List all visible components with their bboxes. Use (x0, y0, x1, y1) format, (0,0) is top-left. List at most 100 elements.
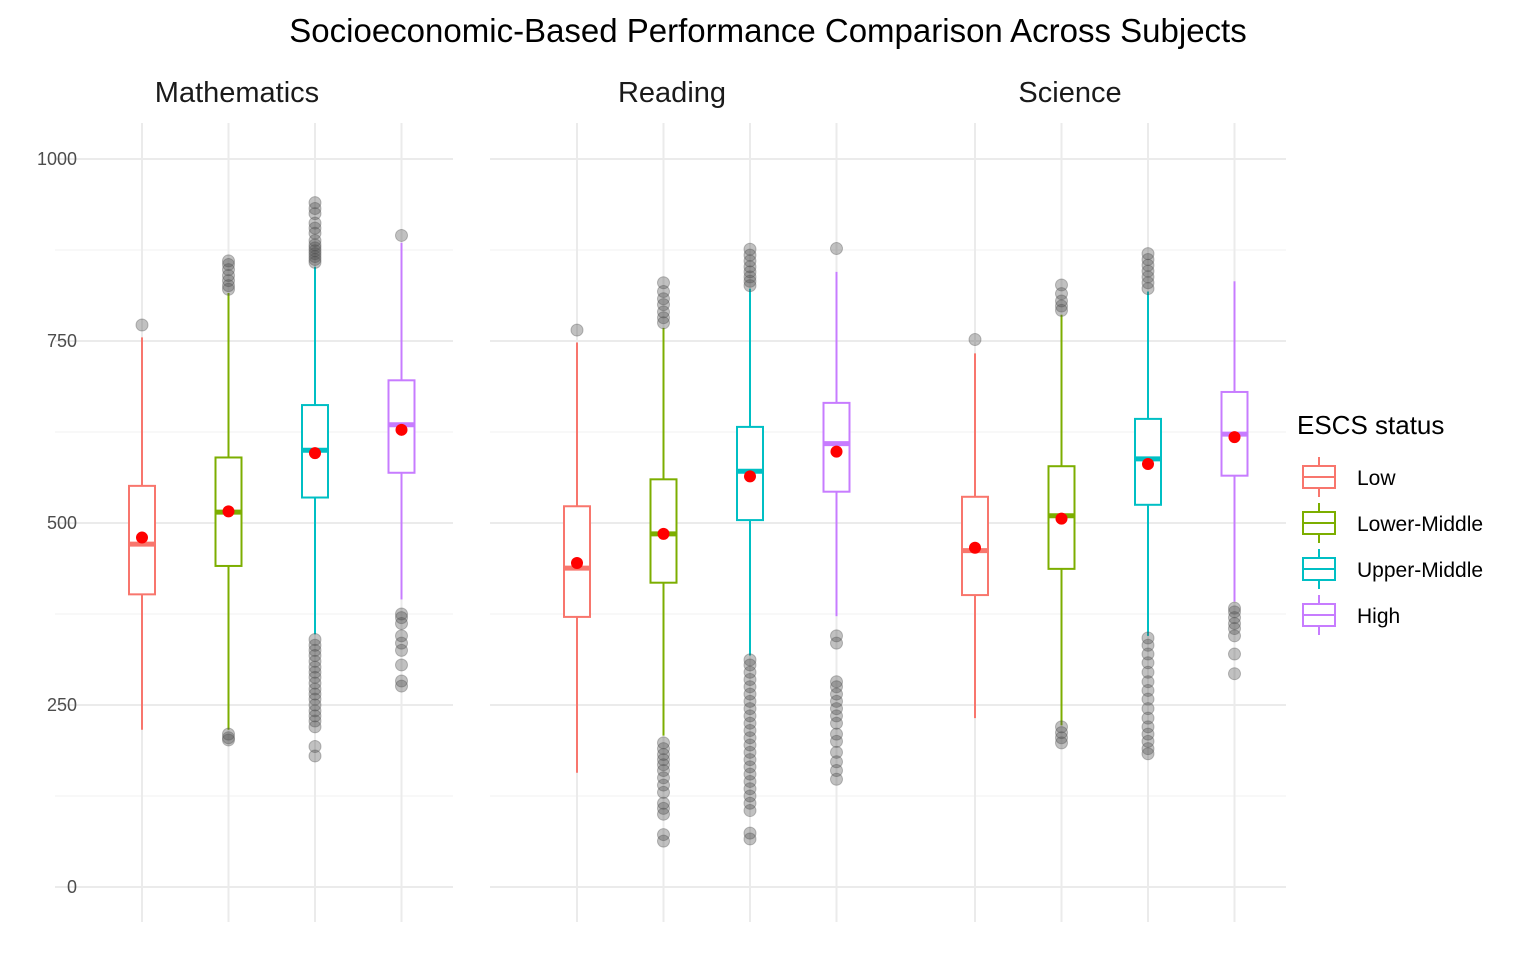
legend-entry-low: Low (1302, 457, 1396, 497)
outlier-point (1141, 282, 1155, 296)
outlier-point (308, 714, 322, 728)
outlier-point (743, 796, 757, 810)
mean-point (571, 557, 583, 570)
outlier-point (395, 643, 408, 657)
outlier-point (308, 739, 322, 753)
outlier-point (222, 731, 235, 745)
outlier-point (1141, 631, 1155, 645)
outlier-point (308, 226, 322, 240)
outlier-point (395, 674, 408, 688)
outlier-point (1055, 294, 1068, 308)
outlier-point (308, 654, 322, 668)
outlier-point (743, 760, 757, 774)
outlier-point (657, 305, 670, 319)
mean-point (222, 505, 235, 518)
outlier-point (308, 648, 322, 662)
outlier-point (657, 801, 670, 815)
outlier-point (830, 764, 843, 778)
outlier-point (308, 687, 322, 701)
outlier-point (1228, 622, 1241, 636)
outlier-point (1228, 629, 1241, 643)
mean-point (969, 541, 981, 554)
outlier-point (308, 638, 322, 652)
outlier-point (830, 716, 843, 730)
boxplot-upper-middle (736, 242, 764, 846)
outlier-point (395, 658, 408, 672)
outlier-point (1228, 616, 1241, 630)
y-tick-label: 500 (47, 513, 77, 533)
boxplot-high (1220, 281, 1249, 681)
outlier-point (308, 244, 322, 258)
boxplot-low (128, 318, 156, 730)
outlier-point (308, 660, 322, 674)
outlier-point (830, 629, 843, 643)
outlier-point (743, 738, 757, 752)
y-tick-label: 250 (47, 695, 77, 715)
outlier-point (830, 755, 843, 769)
outlier-point (1141, 270, 1155, 284)
y-axis: 0 250 500 750 1000 (37, 149, 77, 897)
outlier-point (657, 834, 670, 848)
outlier-point (395, 616, 408, 630)
outlier-point (830, 680, 843, 694)
outlier-point (308, 207, 322, 221)
outlier-point (395, 629, 408, 643)
mean-point (744, 470, 756, 483)
outlier-point (308, 643, 322, 657)
outlier-point (1141, 638, 1155, 652)
box (961, 495, 989, 597)
outlier-point (657, 276, 670, 290)
outlier-point (830, 694, 843, 708)
outlier-point (830, 772, 843, 786)
outlier-point (222, 282, 235, 296)
facet-strip-label: Reading (618, 77, 726, 109)
outlier-point (657, 778, 670, 792)
outlier-point (743, 658, 757, 672)
boxplot-lower-middle (1047, 278, 1076, 750)
mean-point (395, 423, 408, 436)
outlier-point (1228, 605, 1241, 619)
outlier-point (743, 716, 757, 730)
outlier-point (308, 682, 322, 696)
outlier-point (743, 242, 757, 256)
outlier-point (743, 680, 757, 694)
boxplot-upper-middle (1134, 247, 1162, 761)
mean-point (657, 527, 670, 540)
legend-entry-lower-middle: Lower-Middle (1302, 503, 1483, 543)
outlier-point (1141, 247, 1155, 261)
outlier-point (743, 702, 757, 716)
outlier-point (308, 252, 322, 266)
mean-point (1055, 512, 1068, 525)
legend-label: Upper-Middle (1357, 559, 1483, 582)
mean-point (136, 531, 148, 544)
outlier-point (1141, 711, 1155, 725)
outlier-point (1141, 665, 1155, 679)
outlier-point (657, 298, 670, 312)
outlier-point (570, 323, 584, 337)
boxplot-upper-middle (301, 196, 329, 763)
mean-point (309, 447, 321, 460)
outlier-point (222, 279, 235, 293)
outlier-point (395, 611, 408, 625)
y-tick-label: 750 (47, 331, 77, 351)
boxplot-lower-middle (214, 254, 243, 747)
outlier-point (1141, 734, 1155, 748)
boxplot-high (822, 242, 851, 786)
outlier-point (395, 636, 408, 650)
outlier-point (308, 234, 322, 248)
outlier-point (1141, 647, 1155, 661)
outlier-point (743, 774, 757, 788)
mean-point (1142, 458, 1154, 471)
outlier-point (1055, 278, 1068, 292)
facet-panel-science: Science (888, 77, 1286, 922)
outlier-point (395, 607, 408, 621)
outlier-point (308, 709, 322, 723)
outlier-point (308, 196, 322, 210)
outlier-point (743, 673, 757, 687)
legend-label: High (1357, 605, 1400, 628)
outlier-point (308, 632, 322, 646)
outlier-point (657, 284, 670, 298)
outlier-point (743, 270, 757, 284)
outlier-point (308, 676, 322, 690)
outlier-point (830, 734, 843, 748)
